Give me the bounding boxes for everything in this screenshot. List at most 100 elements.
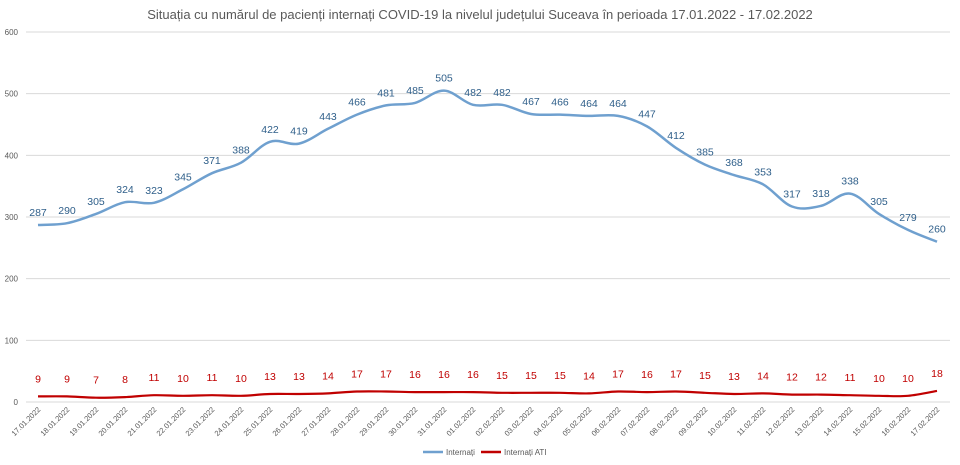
x-tick-label: 30.01.2022 <box>387 405 420 438</box>
data-label: 419 <box>290 126 308 138</box>
data-label: 14 <box>583 370 595 382</box>
data-label: 17 <box>380 369 392 381</box>
x-tick-label: 04.02.2022 <box>532 405 565 438</box>
data-label: 17 <box>351 369 363 381</box>
x-tick-label: 25.01.2022 <box>242 405 275 438</box>
data-label: 9 <box>64 373 70 385</box>
data-label: 338 <box>841 176 859 188</box>
y-tick-label: 100 <box>5 336 19 345</box>
y-tick-label: 300 <box>5 213 19 222</box>
x-tick-label: 31.01.2022 <box>416 405 449 438</box>
data-label: 7 <box>93 375 99 387</box>
x-tick-label: 17.01.2022 <box>10 405 43 438</box>
y-tick-label: 400 <box>5 151 19 160</box>
data-label: 17 <box>670 369 682 381</box>
legend: Internați Internați ATI <box>423 448 547 457</box>
data-label: 447 <box>638 108 656 120</box>
series-lines <box>37 89 938 399</box>
data-label: 9 <box>35 373 41 385</box>
data-label: 16 <box>409 369 421 381</box>
data-label: 10 <box>177 373 189 385</box>
y-tick-label: 200 <box>5 275 19 284</box>
data-label: 485 <box>406 85 424 97</box>
data-label: 287 <box>29 207 47 219</box>
data-label: 353 <box>754 166 772 178</box>
data-label: 466 <box>551 97 569 109</box>
data-label: 18 <box>931 368 943 380</box>
data-label: 12 <box>786 372 798 384</box>
x-tick-label: 18.01.2022 <box>39 405 72 438</box>
data-labels: 287 290 305 324 323 345 371 388 422 419 443 466 481 4… <box>29 73 946 387</box>
x-tick-label: 19.01.2022 <box>68 405 101 438</box>
data-label: 305 <box>87 196 105 208</box>
x-tick-label: 03.02.2022 <box>503 405 536 438</box>
data-label: 13 <box>264 371 276 383</box>
x-tick-label: 21.01.2022 <box>126 405 159 438</box>
data-label: 317 <box>783 189 801 201</box>
series-line-internati-ati <box>37 389 938 399</box>
data-label: 482 <box>493 87 511 99</box>
x-tick-label: 06.02.2022 <box>590 405 623 438</box>
x-tick-label: 20.01.2022 <box>97 405 130 438</box>
data-label: 443 <box>319 111 337 123</box>
data-label: 11 <box>149 372 160 384</box>
data-label: 290 <box>58 205 76 217</box>
y-tick-label: 500 <box>5 90 19 99</box>
legend-label-internati: Internați <box>446 448 475 457</box>
data-label: 464 <box>580 98 598 110</box>
x-tick-label: 11.02.2022 <box>735 405 768 438</box>
data-label: 11 <box>207 372 218 384</box>
x-tick-label: 08.02.2022 <box>648 405 681 438</box>
x-tick-label: 09.02.2022 <box>677 405 710 438</box>
x-tick-label: 23.01.2022 <box>184 405 217 438</box>
x-tick-label: 24.01.2022 <box>213 405 246 438</box>
data-label: 16 <box>438 369 450 381</box>
y-tick-label: 600 <box>5 28 19 37</box>
x-tick-label: 26.01.2022 <box>271 405 304 438</box>
data-label: 279 <box>899 212 917 224</box>
data-label: 10 <box>902 373 914 385</box>
x-tick-label: 13.02.2022 <box>793 405 826 438</box>
data-label: 17 <box>612 369 624 381</box>
data-label: 482 <box>464 87 482 99</box>
x-tick-label: 01.02.2022 <box>445 405 478 438</box>
data-label: 10 <box>873 373 885 385</box>
data-label: 260 <box>928 224 946 236</box>
x-tick-label: 05.02.2022 <box>561 405 594 438</box>
data-label: 464 <box>609 98 627 110</box>
data-label: 15 <box>699 370 711 382</box>
data-label: 15 <box>496 370 508 382</box>
x-tick-label: 14.02.2022 <box>822 405 855 438</box>
data-label: 8 <box>122 374 128 386</box>
data-label: 14 <box>757 370 769 382</box>
data-label: 505 <box>435 73 453 85</box>
chart-title: Situația cu numărul de pacienți internaț… <box>147 7 813 22</box>
data-label: 481 <box>377 87 395 99</box>
data-label: 10 <box>235 373 247 385</box>
data-label: 15 <box>525 370 537 382</box>
data-label: 14 <box>322 370 334 382</box>
x-axis-ticks: 17.01.202218.01.202219.01.202220.01.2022… <box>10 405 942 438</box>
x-tick-label: 27.01.2022 <box>300 405 333 438</box>
series-line-internati <box>37 89 938 243</box>
data-label: 412 <box>667 130 685 142</box>
x-tick-label: 02.02.2022 <box>474 405 507 438</box>
x-tick-label: 28.01.2022 <box>329 405 362 438</box>
data-label: 371 <box>203 155 221 167</box>
data-label: 318 <box>812 188 830 200</box>
data-label: 16 <box>641 369 653 381</box>
data-label: 323 <box>145 185 163 197</box>
x-tick-label: 22.01.2022 <box>155 405 188 438</box>
data-label: 324 <box>116 184 134 196</box>
x-tick-label: 16.02.2022 <box>880 405 913 438</box>
data-label: 368 <box>725 157 743 169</box>
x-tick-label: 10.02.2022 <box>706 405 739 438</box>
legend-label-internati-ati: Internați ATI <box>504 448 547 457</box>
data-label: 305 <box>870 196 888 208</box>
x-tick-label: 12.02.2022 <box>764 405 797 438</box>
y-axis-ticks: 0 100 200 300 400 500 600 <box>5 28 19 407</box>
data-label: 466 <box>348 97 366 109</box>
y-tick-label: 0 <box>14 398 19 407</box>
data-label: 467 <box>522 96 540 108</box>
